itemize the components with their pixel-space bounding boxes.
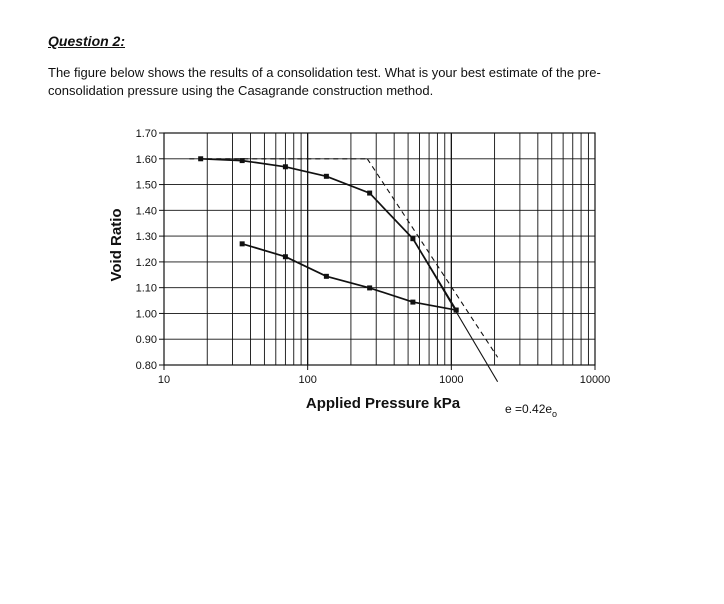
x-axis-label: Applied Pressure kPa — [306, 395, 461, 412]
y-tick-label: 1.20 — [136, 257, 157, 269]
y-axis-label: Void Ratio — [108, 208, 125, 281]
y-tick-label: 1.60 — [136, 154, 157, 166]
unloading-point — [453, 307, 459, 313]
y-tick-label: 0.90 — [136, 334, 157, 346]
y-tick-label: 1.50 — [136, 180, 157, 192]
unloading-point — [410, 299, 416, 305]
unloading-point — [367, 285, 373, 291]
y-tick-labels: 1.70 1.60 1.50 1.40 1.30 1.20 1.10 1.00 0.90 0.80 — [136, 128, 157, 372]
plot-area-frame — [163, 132, 596, 366]
x-tick-labels: 10 100 1000 10000 — [158, 374, 610, 386]
loading-point — [282, 164, 288, 170]
question-heading: Question 2: — [48, 33, 126, 49]
unloading-curve — [241, 242, 457, 311]
loading-point — [410, 236, 416, 242]
y-tick-label: 1.70 — [136, 128, 157, 140]
x-tick-label: 100 — [298, 374, 316, 386]
question-text: The figure below shows the results of a … — [48, 65, 601, 98]
y-tick-label: 1.40 — [136, 205, 157, 217]
construction-dashed-line — [366, 158, 499, 358]
y-tick-label: 1.30 — [136, 231, 157, 243]
ratio-annotation: e =0.42eo — [505, 402, 557, 419]
axis-ticks — [159, 132, 596, 370]
loading-point — [323, 173, 329, 179]
x-tick-label: 1000 — [439, 374, 463, 386]
unloading-point — [282, 254, 288, 260]
loading-point — [367, 190, 373, 196]
x-tick-label: 10 — [158, 374, 170, 386]
unloading-point — [239, 241, 245, 247]
y-tick-label: 1.00 — [136, 308, 157, 320]
data-markers — [198, 156, 459, 313]
loading-point — [198, 156, 204, 162]
y-tick-label: 1.10 — [136, 283, 157, 295]
chart-grid — [164, 133, 595, 365]
loading-point — [239, 158, 245, 164]
x-tick-label: 10000 — [580, 374, 611, 386]
y-tick-label: 0.80 — [136, 360, 157, 372]
unloading-point — [323, 273, 329, 279]
